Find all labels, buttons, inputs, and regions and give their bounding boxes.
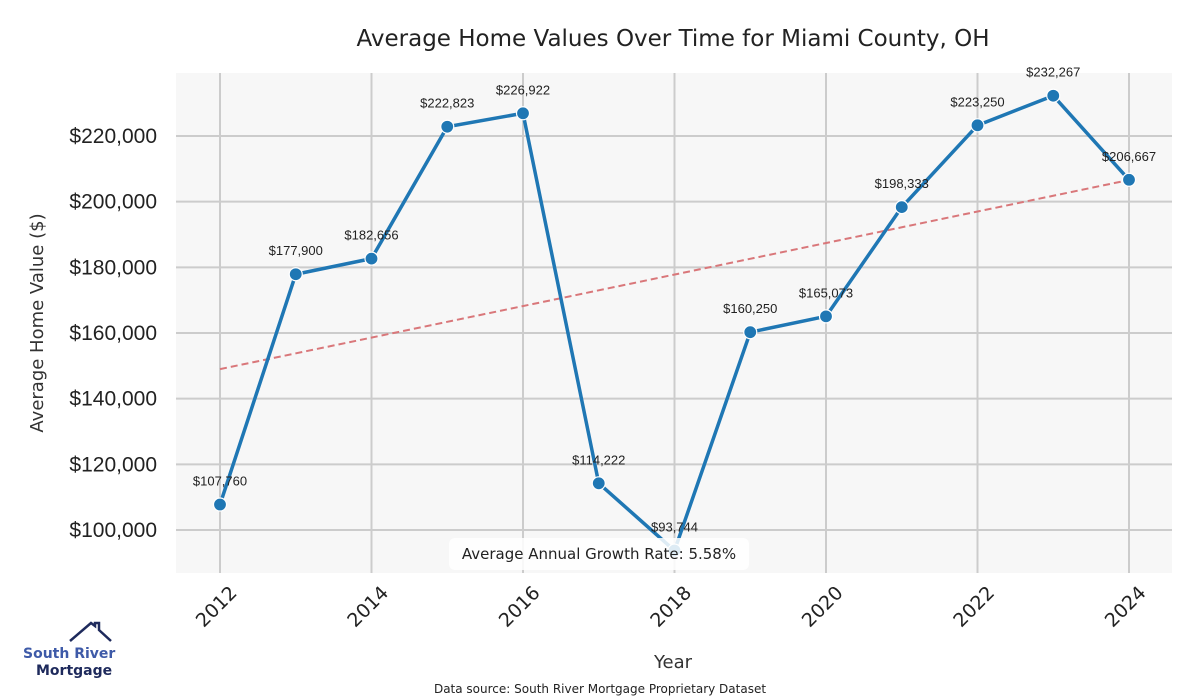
data-point: [515, 106, 531, 121]
data-point: [894, 200, 909, 215]
y-tick-label: $220,000: [69, 125, 157, 148]
x-axis: 2012 2014 2016 2018 2020 2022 2024: [192, 582, 1151, 632]
logo-line1: South River: [23, 646, 115, 662]
chart-title: Average Home Values Over Time for Miami …: [357, 26, 990, 52]
y-tick-label: $180,000: [69, 256, 157, 279]
x-tick-label: 2020: [798, 582, 848, 632]
data-label: $160,250: [723, 301, 777, 316]
x-tick-label: 2018: [646, 582, 696, 632]
data-point: [970, 118, 985, 133]
y-tick-label: $140,000: [69, 388, 157, 411]
data-point: [440, 119, 455, 134]
data-point: [364, 251, 379, 266]
house-roof-icon: [69, 621, 112, 642]
data-label: $177,900: [269, 243, 323, 258]
y-tick-label: $120,000: [69, 453, 157, 476]
y-axis-label: Average Home Value ($): [27, 213, 48, 432]
data-point: [212, 497, 228, 512]
data-label: $182,656: [344, 228, 398, 243]
y-tick-label: $100,000: [69, 519, 157, 542]
data-point: [818, 309, 834, 324]
data-point: [591, 476, 606, 491]
y-tick-label: $160,000: [69, 322, 157, 345]
trend-line: [219, 179, 1130, 371]
data-label: $93,744: [651, 520, 698, 535]
growth-rate-annotation: Average Annual Growth Rate: 5.58%: [449, 538, 749, 570]
data-label: $107,760: [193, 474, 247, 489]
annotation-box: [449, 538, 749, 570]
data-label: $223,250: [950, 94, 1004, 109]
logo: South River Mortgage: [23, 621, 115, 679]
annotation-text: Average Annual Growth Rate: 5.58%: [462, 545, 736, 563]
data-label: $222,823: [420, 96, 474, 111]
x-axis-label: Year: [653, 652, 693, 673]
x-tick-label: 2012: [192, 582, 242, 632]
data-labels: $107,760 $177,900 $182,656 $222,823 $226,922…: [193, 65, 1156, 535]
data-label: $198,333: [875, 176, 929, 191]
data-point: [1046, 88, 1061, 103]
x-tick-label: 2024: [1101, 582, 1151, 632]
data-source: Data source: South River Mortgage Propri…: [434, 682, 766, 696]
y-axis: $100,000 $120,000 $140,000 $160,000 $180,000…: [69, 125, 157, 542]
logo-line2: Mortgage: [36, 663, 112, 679]
data-label: $232,267: [1026, 65, 1080, 80]
gridlines: [176, 73, 1172, 573]
y-tick-label: $200,000: [69, 191, 157, 214]
x-tick-label: 2014: [343, 582, 393, 632]
data-label: $114,222: [572, 452, 625, 467]
x-tick-label: 2022: [949, 582, 999, 632]
data-point: [1121, 172, 1137, 187]
data-label: $206,667: [1102, 149, 1156, 164]
data-label: $226,922: [496, 82, 550, 97]
trend-line-group: [219, 179, 1130, 371]
data-point: [743, 325, 758, 340]
data-point: [288, 267, 303, 282]
data-label: $165,073: [799, 285, 853, 300]
x-tick-label: 2016: [495, 582, 545, 632]
